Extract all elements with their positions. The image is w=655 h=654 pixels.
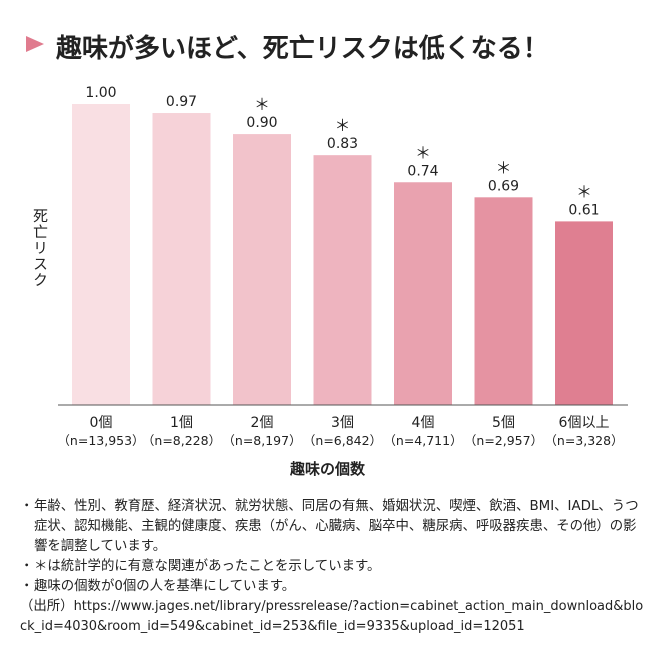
x-tick-label: 1個 xyxy=(170,415,193,431)
significance-mark: ＊ xyxy=(415,143,431,162)
sample-size-label: （n=6,842） xyxy=(303,433,382,448)
note-bullet: ・ xyxy=(20,559,34,574)
x-tick-label: 3個 xyxy=(331,415,354,431)
x-tick-label: 0個 xyxy=(90,415,113,431)
data-label: 0.90 xyxy=(246,115,277,131)
bar xyxy=(152,113,211,405)
data-label: 0.69 xyxy=(488,178,519,194)
bar xyxy=(555,221,613,405)
significance-mark: ＊ xyxy=(334,116,350,135)
sample-size-label: （n=13,953） xyxy=(57,433,144,448)
sample-size-label: （n=4,711） xyxy=(383,433,462,448)
footnotes: ・ 年齢、性別、教育歴、経済状況、就労状態、同居の有無、婚姻状況、喫煙、飲酒、B… xyxy=(20,497,645,637)
note-bullet: ・ xyxy=(20,499,34,514)
chart-title: 趣味が多いほど、死亡リスクは低くなる！ xyxy=(56,34,549,64)
note-text: ＊は統計学的に有意な関連があったことを示しています。 xyxy=(34,559,381,574)
sample-size-label: （n=3,328） xyxy=(544,433,623,448)
note-bullet: ・ xyxy=(20,579,34,594)
sample-size-label: （n=2,957） xyxy=(464,433,543,448)
x-tick-label: 6個以上 xyxy=(559,415,610,431)
note-item: ・ 年齢、性別、教育歴、経済状況、就労状態、同居の有無、婚姻状況、喫煙、飲酒、B… xyxy=(20,497,645,557)
data-label: 1.00 xyxy=(85,85,116,101)
x-tick-label: 4個 xyxy=(412,415,435,431)
significance-mark: ＊ xyxy=(254,95,270,114)
data-label: 0.61 xyxy=(568,202,599,218)
bar xyxy=(474,197,533,405)
bar xyxy=(72,104,130,405)
sample-size-label: （n=8,197） xyxy=(222,433,301,448)
source-url[interactable]: https://www.jages.net/library/pressrelea… xyxy=(20,599,644,634)
bar-chart: 1.000個（n=13,953）0.971個（n=8,228）0.90＊2個（n… xyxy=(57,85,628,448)
x-axis-label: 趣味の個数 xyxy=(289,460,365,478)
significance-mark: ＊ xyxy=(495,158,511,177)
significance-mark: ＊ xyxy=(576,182,592,201)
data-label: 0.97 xyxy=(166,94,197,110)
sample-size-label: （n=8,228） xyxy=(142,433,221,448)
title-row: 趣味が多いほど、死亡リスクは低くなる！ xyxy=(0,28,655,68)
note-item: ・ 趣味の個数が0個の人を基準にしています。 xyxy=(20,577,645,597)
y-axis-label: 死亡リスク xyxy=(31,208,49,288)
note-text: 年齢、性別、教育歴、経済状況、就労状態、同居の有無、婚姻状況、喫煙、飲酒、BMI… xyxy=(34,499,639,554)
bar xyxy=(313,155,372,405)
bar xyxy=(233,134,291,405)
data-label: 0.83 xyxy=(327,136,358,152)
x-tick-label: 5個 xyxy=(492,415,515,431)
bar xyxy=(394,182,452,405)
x-tick-label: 2個 xyxy=(251,415,274,431)
data-label: 0.74 xyxy=(407,163,438,179)
source-label: （出所） xyxy=(20,599,74,614)
note-item: ・ ＊は統計学的に有意な関連があったことを示しています。 xyxy=(20,557,645,577)
note-text: 趣味の個数が0個の人を基準にしています。 xyxy=(34,579,296,594)
arrow-icon xyxy=(26,36,44,52)
source-citation: （出所）https://www.jages.net/library/pressr… xyxy=(20,597,645,637)
